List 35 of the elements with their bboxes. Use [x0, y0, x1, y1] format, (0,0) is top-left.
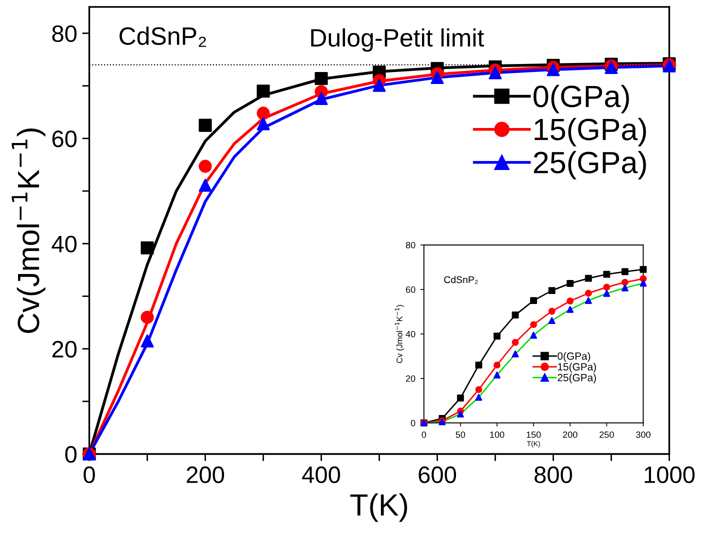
legend-label: 15(GPa)	[558, 362, 596, 373]
x-tick-label: 300	[636, 431, 650, 438]
y-tick-label: 40	[406, 330, 416, 338]
x-axis-title: T(K)	[350, 493, 408, 522]
x-tick-label: 150	[526, 431, 541, 438]
y-tick-label: 20	[52, 340, 77, 358]
ref-line-label: Dulog-Petit limit	[311, 28, 484, 52]
y-tick-label: 0	[65, 446, 77, 463]
y-axis-title: Cv(Jmol$^{−1}$K$^{−1}$)	[12, 128, 46, 333]
y-tick-label: 20	[406, 375, 416, 382]
x-tick-label: 600	[418, 466, 456, 484]
annotation: CdSnP₂	[444, 276, 478, 284]
y-tick-label: 40	[52, 236, 77, 252]
y-tick-label: 80	[406, 242, 416, 248]
legend-label: 0(GPa)	[534, 84, 629, 114]
x-tick-label: 50	[456, 431, 466, 438]
x-tick-label: 100	[490, 431, 504, 438]
y-tick-label: 60	[52, 130, 77, 148]
y-tick-label: 0	[410, 420, 416, 426]
x-tick-label: 1000	[644, 466, 695, 484]
x-tick-label: 800	[534, 466, 572, 484]
x-tick-label: 250	[600, 431, 614, 438]
x-tick-label: 0	[422, 431, 426, 438]
x-tick-label: 200	[563, 431, 578, 438]
x-tick-label: 0	[84, 466, 95, 484]
annotation: CdSnP₂	[120, 26, 206, 47]
legend-label: 25(GPa)	[534, 150, 646, 180]
y-axis-title: Cv (Jmol$^{−1}$K$^{−1}$)	[394, 304, 404, 364]
legend-label: 25(GPa)	[558, 374, 596, 384]
x-tick-label: 200	[186, 466, 224, 484]
legend-label: 15(GPa)	[534, 118, 646, 146]
x-tick-label: 400	[302, 466, 340, 484]
legend-label: 0(GPa)	[558, 352, 590, 362]
y-tick-label: 80	[52, 25, 77, 42]
y-tick-label: 60	[406, 286, 416, 293]
